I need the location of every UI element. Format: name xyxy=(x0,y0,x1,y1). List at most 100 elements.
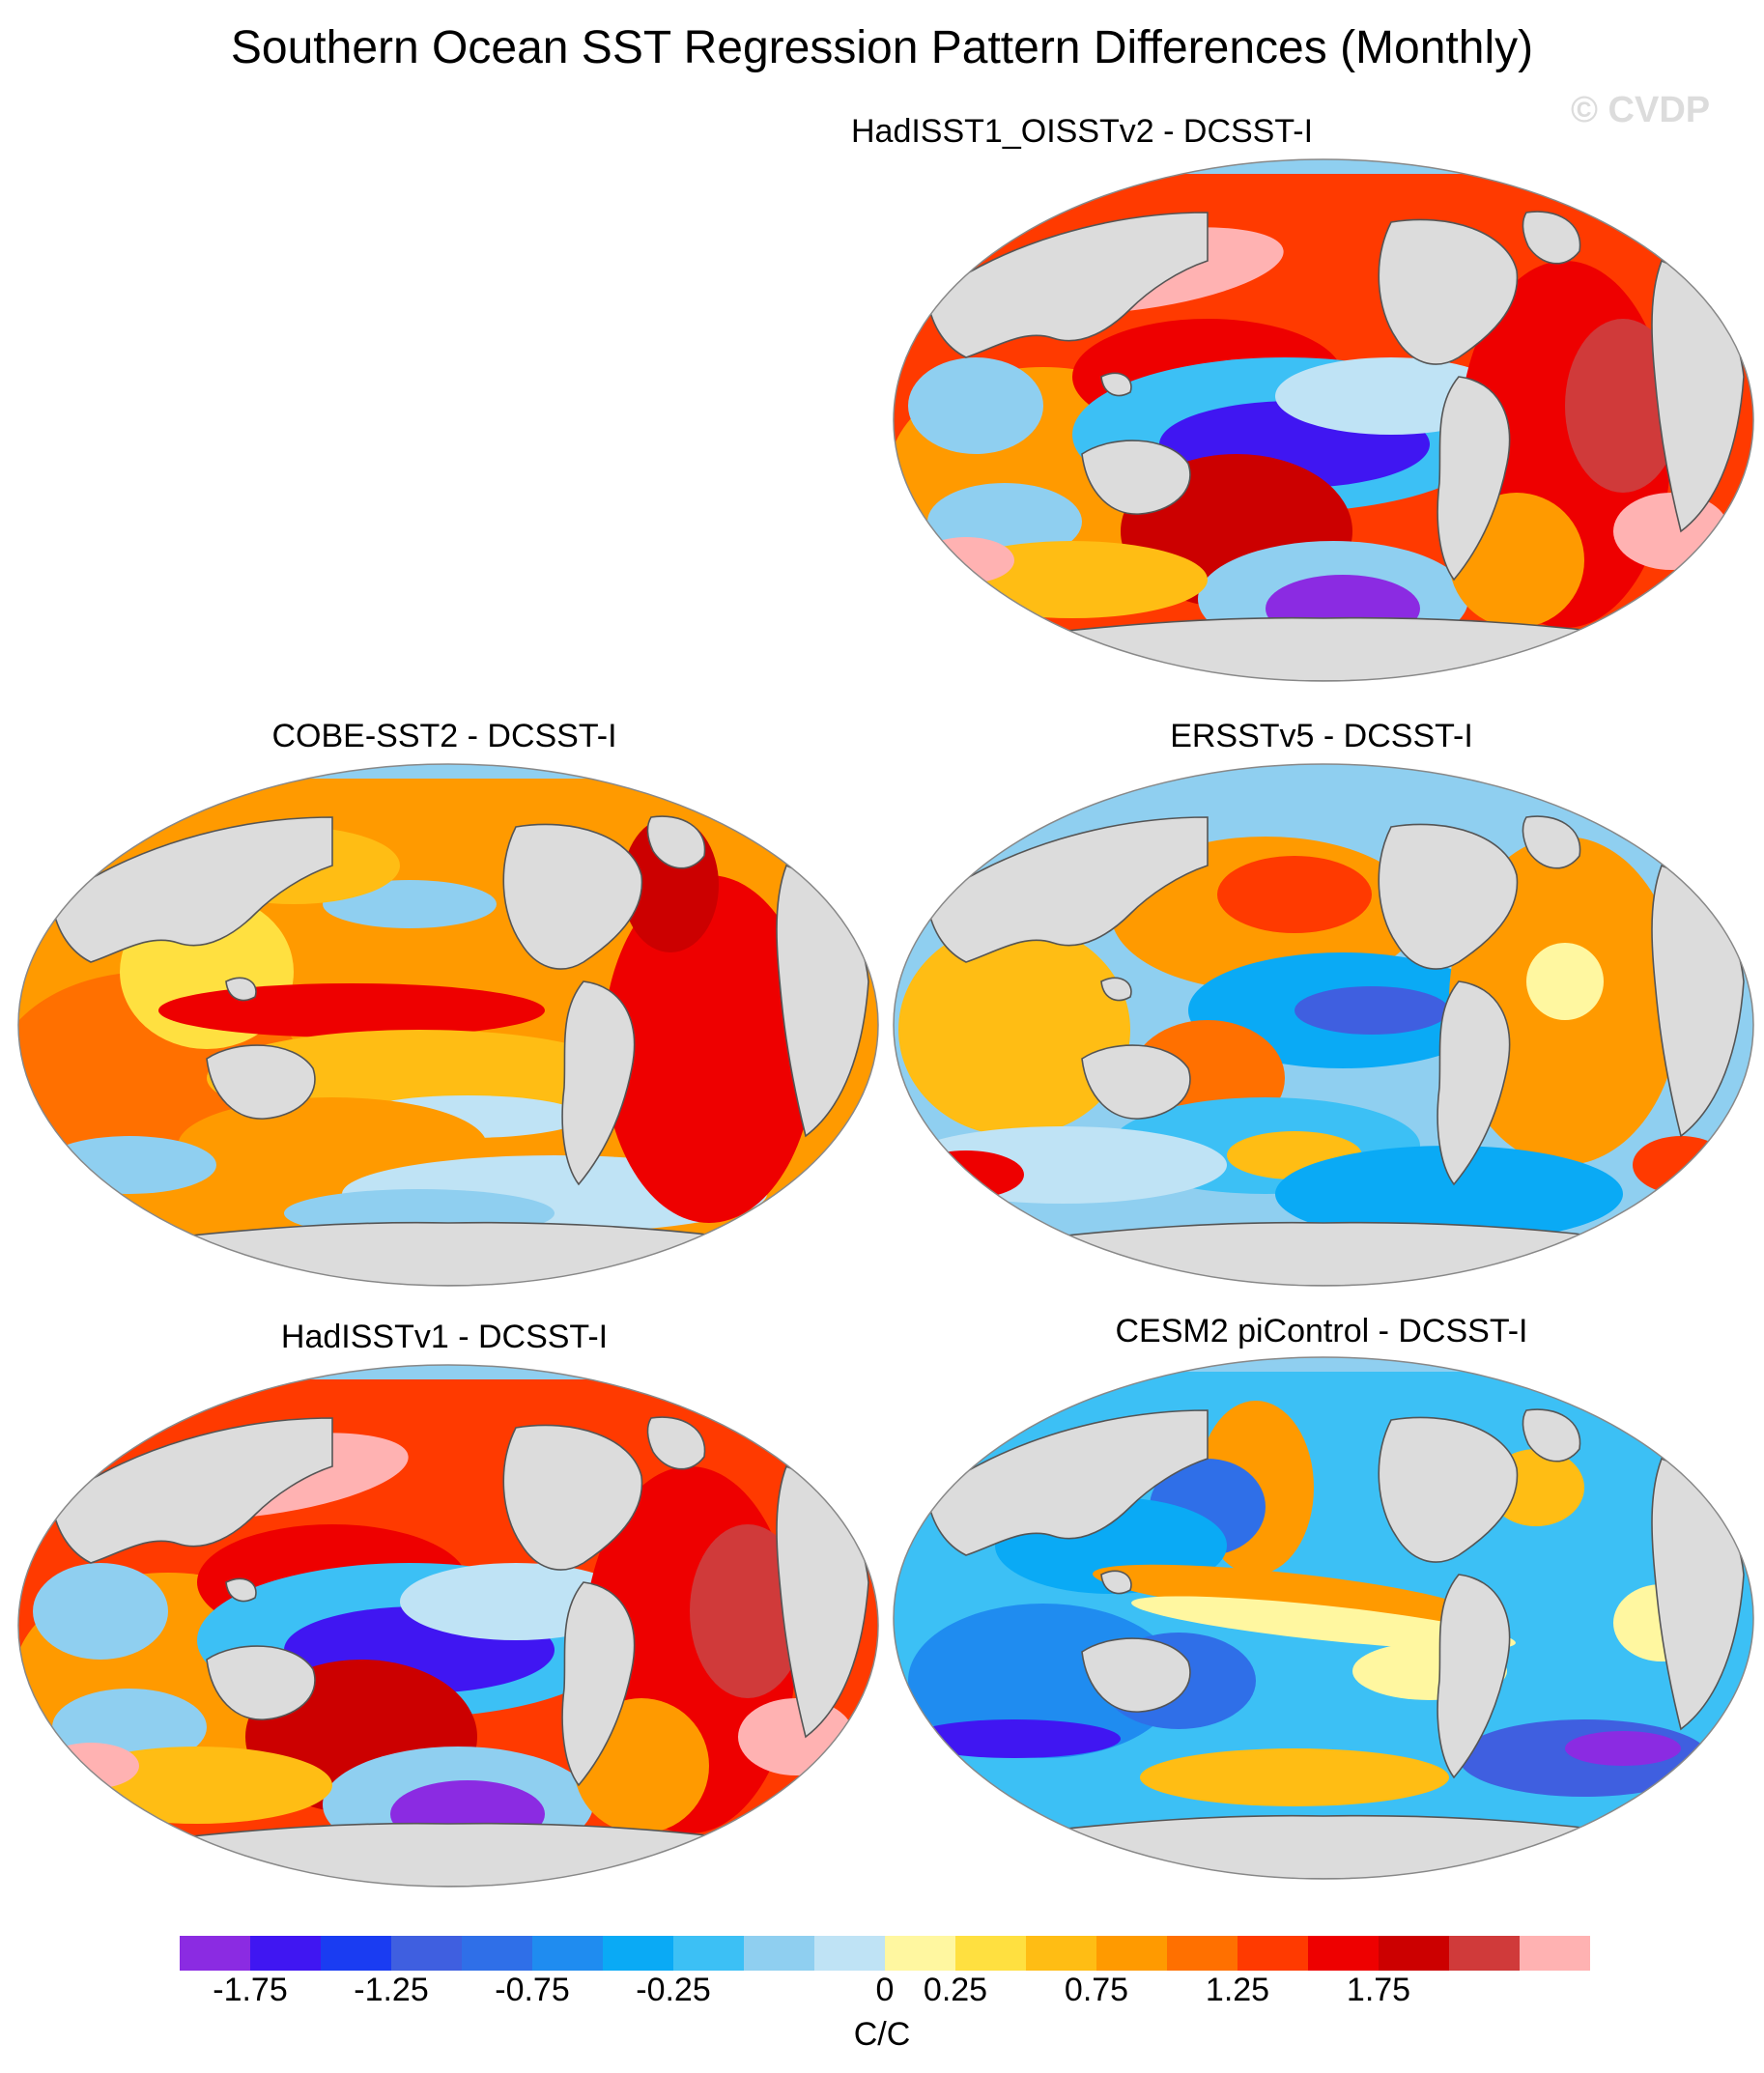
landmass xyxy=(926,816,1209,963)
map-panel xyxy=(17,763,879,1287)
colorbar-tick-label: -1.75 xyxy=(213,1972,288,2008)
sst-anomaly-region xyxy=(898,1126,1227,1204)
colorbar-swatch xyxy=(885,1936,956,1971)
colorbar-swatch xyxy=(1238,1936,1309,1971)
map-outline xyxy=(893,1356,1754,1880)
landmass xyxy=(51,1417,333,1564)
sst-anomaly-region xyxy=(908,357,1043,454)
map-panel xyxy=(893,763,1754,1287)
landmass xyxy=(1100,1570,1132,1595)
colorbar-swatch xyxy=(391,1936,463,1971)
landmass xyxy=(1081,440,1191,515)
figure-title: Southern Ocean SST Regression Pattern Di… xyxy=(230,22,1534,73)
map-panel xyxy=(17,1364,879,1888)
colorbar-tick-label: 1.75 xyxy=(1346,1972,1411,2008)
sst-anomaly-region xyxy=(158,983,545,1037)
colorbar-swatch xyxy=(462,1936,533,1971)
landmass xyxy=(1004,616,1646,681)
colorbar-swatch xyxy=(1449,1936,1521,1971)
sst-anomaly-region xyxy=(1633,1136,1729,1194)
colorbar-swatch xyxy=(1026,1936,1097,1971)
landmass xyxy=(206,1044,316,1120)
colorbar-swatch xyxy=(1379,1936,1450,1971)
colorbar-swatch xyxy=(321,1936,392,1971)
sst-anomaly-region xyxy=(898,923,1130,1136)
colorbar-swatch xyxy=(1520,1936,1590,1971)
colorbar-swatch xyxy=(1167,1936,1238,1971)
landmass xyxy=(225,1577,257,1603)
sst-anomaly-region xyxy=(908,1150,1024,1199)
landmass xyxy=(502,1424,643,1571)
sst-anomaly-region xyxy=(690,1524,806,1698)
landmass xyxy=(1378,1416,1519,1563)
arctic-band xyxy=(894,764,1753,779)
landmass xyxy=(128,1221,771,1286)
sst-anomaly-region xyxy=(918,537,1014,583)
landmass xyxy=(502,823,643,970)
landmass xyxy=(1522,211,1581,265)
arctic-band xyxy=(894,159,1753,174)
sst-anomaly-region xyxy=(43,1136,216,1194)
watermark: © CVDP xyxy=(1571,90,1711,130)
landmass xyxy=(561,1581,636,1787)
sst-anomaly-region xyxy=(1565,1731,1681,1766)
landmass xyxy=(1437,1574,1511,1779)
colorbar-swatch xyxy=(673,1936,745,1971)
colorbar-swatch xyxy=(1096,1936,1168,1971)
map-outline xyxy=(17,763,879,1287)
landmass xyxy=(225,977,257,1002)
arctic-band xyxy=(894,1357,1753,1372)
colorbar-swatch xyxy=(955,1936,1027,1971)
map-outline xyxy=(17,1364,879,1888)
landmass xyxy=(561,980,636,1186)
sst-anomaly-region xyxy=(1526,943,1604,1020)
colorbar-tick-label: -0.25 xyxy=(636,1972,711,2008)
landmass xyxy=(1437,376,1511,582)
landmass xyxy=(926,1409,1209,1556)
landmass xyxy=(1522,815,1581,869)
landmass xyxy=(1081,1044,1191,1120)
map-panel xyxy=(893,158,1754,682)
colorbar-tick-label: 0.25 xyxy=(923,1972,988,2008)
map-outline xyxy=(893,158,1754,682)
colorbar-swatch xyxy=(1308,1936,1380,1971)
colorbar-tick-label: 1.25 xyxy=(1205,1972,1270,2008)
landmass xyxy=(1100,977,1132,1002)
landmass xyxy=(128,1822,771,1887)
colorbar-tick-label: 0 xyxy=(875,1972,895,2008)
panel-title: ERSSTv5 - DCSST-I xyxy=(1170,718,1473,754)
colorbar-tick-label: -1.25 xyxy=(354,1972,429,2008)
colorbar-swatch xyxy=(250,1936,322,1971)
colorbar-swatch xyxy=(603,1936,674,1971)
map-panel xyxy=(893,1356,1754,1880)
landmass xyxy=(1522,1408,1581,1462)
arctic-band xyxy=(18,1365,878,1379)
panel-title: HadISSTv1 - DCSST-I xyxy=(280,1319,609,1355)
landmass xyxy=(206,1645,316,1720)
landmass xyxy=(51,816,333,963)
panel-title: COBE-SST2 - DCSST-I xyxy=(271,718,617,754)
sst-anomaly-region xyxy=(908,1719,1121,1758)
colorbar-swatch xyxy=(814,1936,886,1971)
landmass xyxy=(1004,1814,1646,1879)
landmass xyxy=(646,1416,706,1470)
colorbar-tick-label: 0.75 xyxy=(1064,1972,1129,2008)
landmass xyxy=(926,212,1209,358)
sst-anomaly-region xyxy=(33,1563,168,1660)
arctic-band xyxy=(18,764,878,779)
sst-anomaly-region xyxy=(1093,1564,1477,1624)
colorbar-swatch xyxy=(744,1936,815,1971)
sst-anomaly-region xyxy=(1217,856,1372,933)
colorbar-swatch xyxy=(180,1936,251,1971)
colorbar-units: C/C xyxy=(853,2016,911,2053)
panel-title: CESM2 piControl - DCSST-I xyxy=(1115,1313,1528,1349)
map-outline xyxy=(893,763,1754,1287)
sst-anomaly-region xyxy=(1565,319,1681,493)
sst-anomaly-region xyxy=(603,875,815,1223)
sst-anomaly-region xyxy=(1275,1146,1623,1242)
landmass xyxy=(646,815,706,869)
sst-anomaly-region xyxy=(1140,1748,1449,1806)
landmass xyxy=(1004,1221,1646,1286)
landmass xyxy=(1437,980,1511,1186)
